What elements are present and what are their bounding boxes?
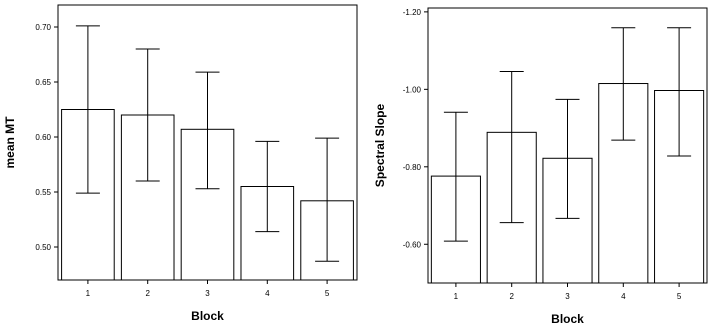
x-tick-label: 2 bbox=[145, 289, 150, 298]
x-axis-label: Block bbox=[191, 309, 224, 323]
x-axis-label: Block bbox=[551, 312, 584, 326]
x-tick-label: 4 bbox=[265, 289, 270, 298]
y-axis-label: mean MT bbox=[3, 116, 17, 169]
y-axis-label: Spectral Slope bbox=[373, 104, 387, 188]
y-tick-label: -1.00 bbox=[403, 85, 422, 94]
y-tick-label: -1.20 bbox=[403, 8, 422, 17]
y-tick-label: 0.65 bbox=[35, 78, 51, 87]
x-tick-label: 3 bbox=[565, 292, 570, 301]
x-tick-label: 1 bbox=[454, 292, 459, 301]
x-tick-label: 5 bbox=[325, 289, 330, 298]
y-tick-label: 0.50 bbox=[35, 243, 51, 252]
y-tick-label: 0.70 bbox=[35, 23, 51, 32]
y-tick-label: -0.60 bbox=[403, 240, 422, 249]
y-tick-label: 0.60 bbox=[35, 133, 51, 142]
x-tick-label: 3 bbox=[205, 289, 210, 298]
y-tick-label: 0.55 bbox=[35, 188, 51, 197]
x-tick-label: 4 bbox=[621, 292, 626, 301]
x-tick-label: 5 bbox=[677, 292, 682, 301]
y-tick-label: -0.80 bbox=[403, 163, 422, 172]
x-tick-label: 1 bbox=[86, 289, 91, 298]
x-tick-label: 2 bbox=[509, 292, 514, 301]
